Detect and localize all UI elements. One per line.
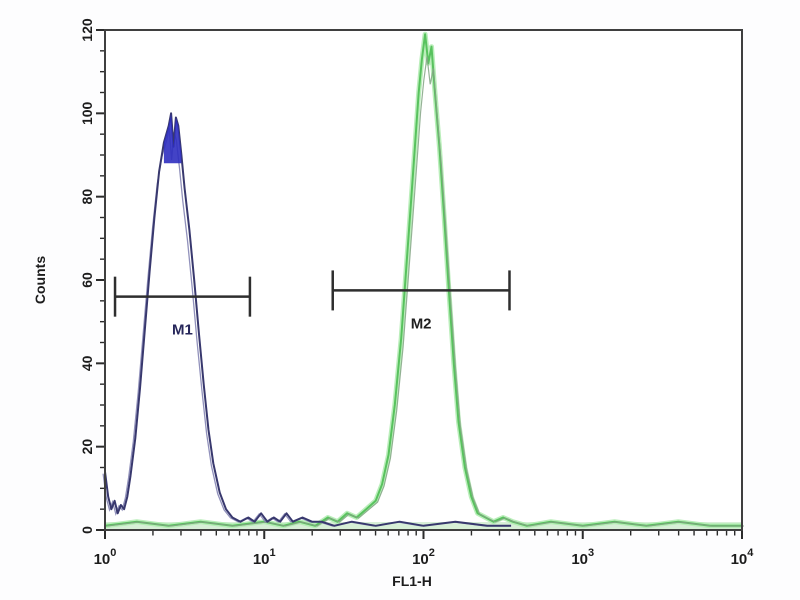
x-tick-exponent: 3 (588, 547, 594, 559)
x-tick-label: 102 (412, 547, 435, 568)
y-tick-label: 120 (79, 18, 95, 42)
gate-marker-label: M1 (172, 322, 193, 339)
plot-frame (104, 29, 743, 531)
green-curve-inner-trace (106, 56, 744, 527)
blue-curve (104, 112, 512, 527)
x-tick-label: 100 (94, 547, 117, 568)
y-axis-title: Counts (32, 256, 48, 304)
y-tick-label: 80 (79, 189, 95, 205)
y-tick-label: 60 (79, 272, 95, 288)
gate-marker-label: M2 (411, 315, 432, 332)
y-tick-label: 0 (79, 526, 95, 534)
x-tick-exponent: 2 (429, 547, 435, 559)
plot-area-background (105, 30, 742, 530)
x-tick-label: 101 (253, 547, 276, 568)
y-tick-label: 100 (79, 101, 95, 125)
x-tick-label: 103 (571, 547, 594, 568)
x-tick-exponent: 0 (110, 547, 116, 559)
x-tick-exponent: 1 (270, 547, 276, 559)
x-tick-label: 104 (731, 547, 755, 568)
x-axis-title: FL1-H (392, 573, 432, 589)
blue-peak-highlight (163, 113, 182, 164)
x-tick-exponent: 4 (747, 547, 754, 559)
y-tick-label: 40 (79, 355, 95, 371)
y-tick-label: 20 (79, 439, 95, 455)
